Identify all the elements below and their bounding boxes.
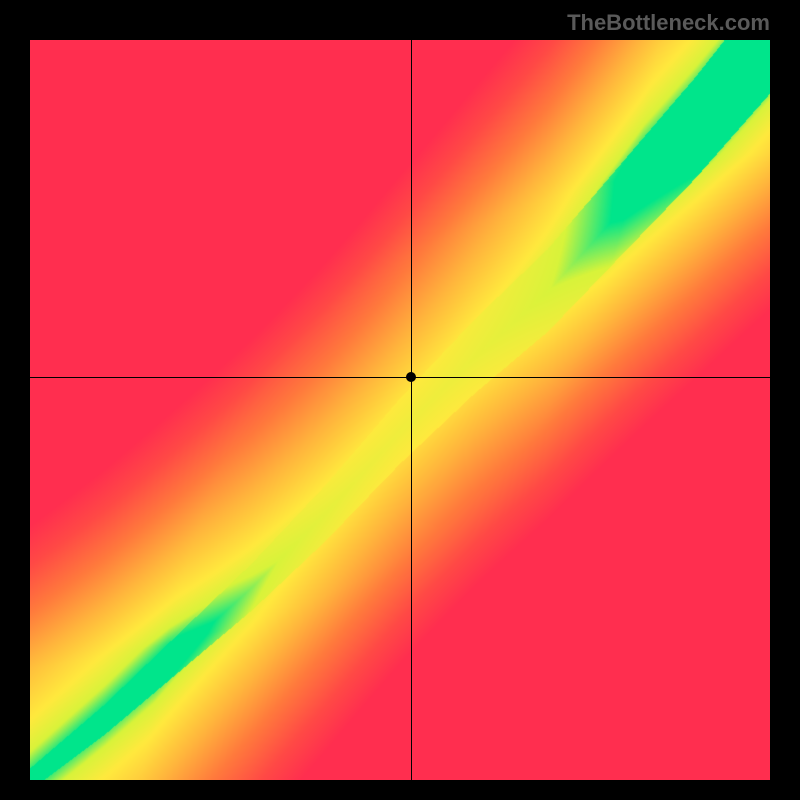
chart-container: TheBottleneck.com [0, 0, 800, 800]
crosshair-marker [406, 372, 416, 382]
heatmap-chart [30, 40, 770, 780]
crosshair-horizontal [30, 377, 770, 378]
heatmap-canvas [30, 40, 770, 780]
watermark-text: TheBottleneck.com [567, 10, 770, 36]
crosshair-vertical [411, 40, 412, 780]
